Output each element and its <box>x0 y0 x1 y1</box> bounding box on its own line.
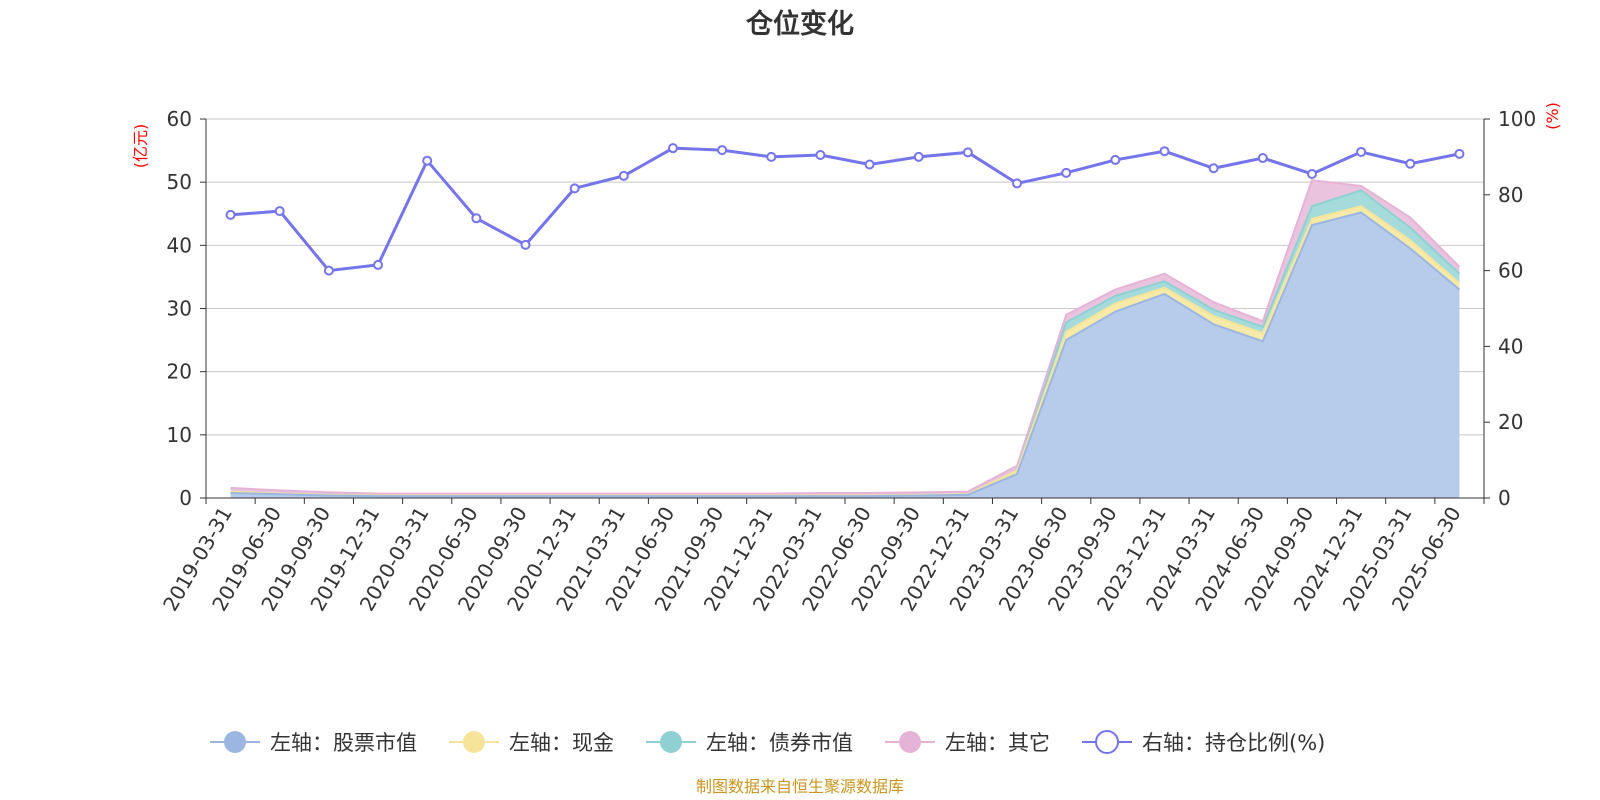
legend-label: 左轴：现金 <box>509 731 614 755</box>
ratio-point <box>569 183 580 194</box>
ratio-point <box>864 159 875 170</box>
right-tick-label: 40 <box>1498 334 1523 358</box>
ratio-point <box>1061 167 1072 178</box>
legend-item[interactable]: 右轴：持仓比例(%) <box>1082 730 1325 755</box>
legend-item[interactable]: 左轴：债券市值 <box>646 731 853 755</box>
ratio-point <box>766 151 777 162</box>
area-series-line <box>230 179 1461 495</box>
area-series <box>230 212 1460 498</box>
ratio-point <box>1012 178 1023 189</box>
legend-label: 左轴：其它 <box>945 731 1050 755</box>
legend-marker <box>224 731 246 753</box>
ratio-point <box>471 213 482 224</box>
legend-marker <box>1095 730 1119 754</box>
legend-label: 左轴：债券市值 <box>706 731 853 755</box>
right-tick-label: 100 <box>1498 107 1536 131</box>
left-tick-label: 20 <box>167 360 192 384</box>
left-tick-label: 0 <box>179 486 192 510</box>
left-tick-label: 40 <box>167 233 192 257</box>
right-tick-label: 20 <box>1498 410 1523 434</box>
ratio-point <box>717 145 728 156</box>
legend-item[interactable]: 左轴：其它 <box>885 731 1050 755</box>
ratio-point <box>225 209 236 220</box>
ratio-point <box>1356 146 1367 157</box>
legend-label: 右轴：持仓比例(%) <box>1142 731 1325 755</box>
legend-item[interactable]: 左轴：股票市值 <box>210 731 417 755</box>
ratio-point <box>815 150 826 161</box>
ratio-point <box>520 239 531 250</box>
right-axis-unit: (%) <box>1543 102 1562 130</box>
ratio-point <box>1257 153 1268 164</box>
left-axis-unit: (亿元) <box>131 124 150 169</box>
chart-title: 仓位变化 <box>745 8 854 40</box>
right-tick-label: 80 <box>1498 183 1523 207</box>
legend[interactable]: 左轴：股票市值 左轴：现金 左轴：债券市值 左轴：其它 右轴：持仓比例(%) <box>210 730 1325 755</box>
ratio-point <box>1405 158 1416 169</box>
legend-marker <box>660 731 682 753</box>
ratio-point <box>1454 148 1465 159</box>
legend-marker <box>899 731 921 753</box>
ratio-point <box>323 265 334 276</box>
ratio-point <box>373 259 384 270</box>
legend-marker <box>463 731 485 753</box>
ratio-point <box>422 155 433 166</box>
left-tick-label: 30 <box>167 297 192 321</box>
source-note: 制图数据来自恒生聚源数据库 <box>696 777 904 796</box>
right-tick-label: 0 <box>1498 486 1511 510</box>
legend-label: 左轴：股票市值 <box>270 731 417 755</box>
stacked-areas <box>230 179 1461 499</box>
ratio-point <box>1110 154 1121 165</box>
ratio-point <box>962 147 973 158</box>
legend-item[interactable]: 左轴：现金 <box>449 731 614 755</box>
ratio-line <box>230 146 1460 273</box>
ratio-point <box>1159 146 1170 157</box>
ratio-point <box>618 170 629 181</box>
position-ratio-line <box>225 143 1465 276</box>
right-tick-label: 60 <box>1498 259 1523 283</box>
left-tick-label: 50 <box>167 170 192 194</box>
ratio-point <box>913 151 924 162</box>
left-tick-label: 60 <box>167 107 192 131</box>
ratio-point <box>1208 163 1219 174</box>
left-tick-label: 10 <box>167 423 192 447</box>
ratio-point <box>1306 168 1317 179</box>
area-series-line <box>230 211 1461 498</box>
ratio-point <box>274 206 285 217</box>
ratio-point <box>667 143 678 154</box>
